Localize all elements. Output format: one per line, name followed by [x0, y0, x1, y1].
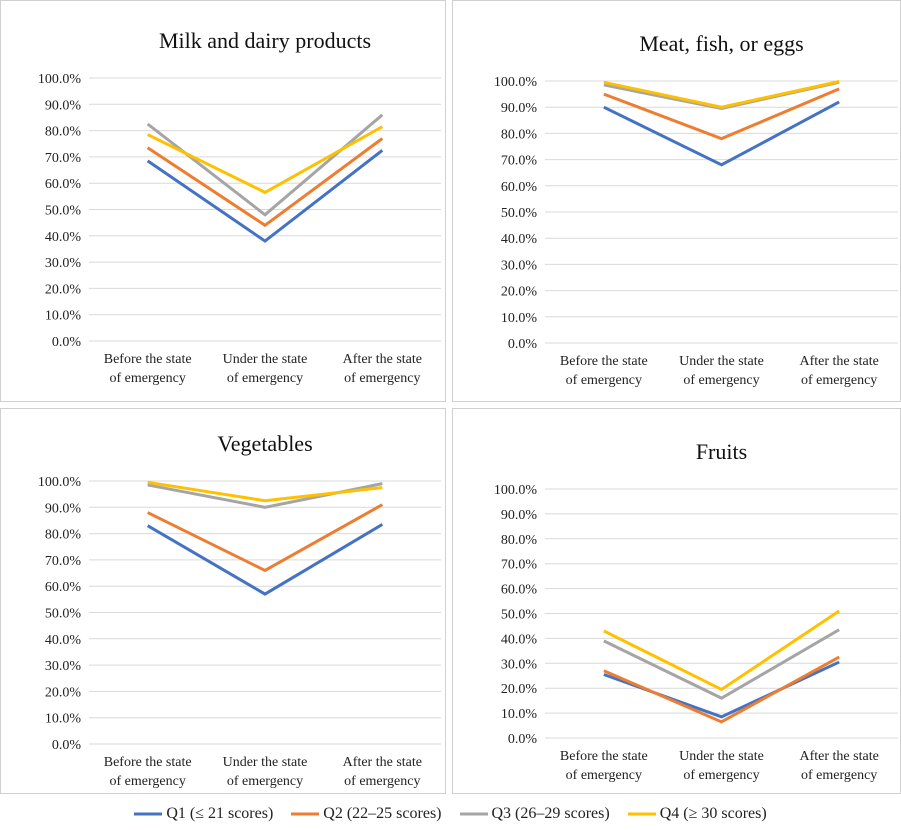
- chart: Vegetables 0.0% 10.0% 20.0% 30.0% 40.0% 50.0% 6…: [38, 431, 441, 753]
- y-tick-label: 30.0%: [45, 659, 82, 674]
- y-tick-label: 60.0%: [45, 580, 82, 595]
- chart: Meat, fish, or eggs 0.0% 10.0% 20.0% 30.0% 40…: [494, 31, 898, 352]
- y-tick-label: 40.0%: [45, 633, 82, 648]
- legend-entry: Q3 (26–29 scores): [459, 805, 610, 823]
- x-tick-label: Under the state of emergency: [222, 755, 308, 789]
- x-tick-label: Under the state of emergency: [679, 749, 764, 783]
- series-line: [603, 628, 840, 700]
- series-line: [146, 523, 384, 596]
- y-tick-label: 80.0%: [45, 528, 82, 543]
- y-tick-label: 70.0%: [45, 151, 82, 166]
- chart-panel: Milk and dairy products 0.0% 10.0% 20.0% 30.…: [0, 0, 446, 402]
- y-tick-label: 60.0%: [501, 583, 538, 598]
- chart-title: Milk and dairy products: [159, 28, 371, 53]
- series-line: [603, 609, 840, 692]
- chart-panel: Meat, fish, or eggs 0.0% 10.0% 20.0% 30.0% 40…: [452, 0, 901, 402]
- legend-label: Q2 (22–25 scores): [323, 805, 442, 822]
- y-tick-label: 30.0%: [501, 258, 538, 273]
- y-tick-label: 60.0%: [45, 177, 82, 192]
- y-tick-label: 100.0%: [494, 75, 538, 90]
- legend-swatch: [459, 812, 488, 816]
- x-tick-label: After the state of emergency: [799, 749, 879, 783]
- y-tick-label: 50.0%: [501, 608, 538, 623]
- y-tick-label: 30.0%: [501, 657, 538, 672]
- y-tick-label: 100.0%: [38, 72, 82, 87]
- chart: Milk and dairy products 0.0% 10.0% 20.0% 30.…: [38, 28, 441, 350]
- x-tick-label: Before the state of emergency: [103, 755, 192, 789]
- series-line: [147, 480, 383, 503]
- legend-label: Q3 (26–29 scores): [491, 805, 610, 822]
- y-tick-label: 10.0%: [501, 311, 538, 326]
- y-tick-label: 90.0%: [501, 508, 538, 523]
- legend: Q1 (≤ 21 scores) Q2 (22–25 scores) Q3 (26–…: [0, 800, 901, 828]
- legend-entry: Q2 (22–25 scores): [291, 805, 442, 823]
- legend-swatch: [291, 812, 320, 816]
- y-tick-label: 80.0%: [501, 533, 538, 548]
- y-tick-label: 70.0%: [501, 558, 538, 573]
- y-tick-label: 50.0%: [501, 206, 538, 221]
- x-tick-label: Under the state of emergency: [222, 352, 308, 386]
- legend-entry: Q1 (≤ 21 scores): [134, 805, 273, 823]
- y-tick-label: 80.0%: [45, 125, 82, 140]
- legend-label: Q1 (≤ 21 scores): [166, 805, 274, 822]
- y-tick-label: 10.0%: [501, 707, 538, 722]
- legend-swatch: [134, 812, 163, 816]
- y-tick-label: 60.0%: [501, 180, 538, 195]
- chart-panel: Fruits 0.0% 10.0% 20.0% 30.0% 40.0% 50.0% 60.0%…: [452, 408, 901, 794]
- x-tick-label: Before the state of emergency: [559, 749, 648, 783]
- y-tick-label: 40.0%: [501, 632, 538, 647]
- chart-title: Meat, fish, or eggs: [639, 31, 803, 56]
- y-tick-label: 0.0%: [52, 738, 82, 753]
- y-tick-label: 90.0%: [45, 98, 82, 113]
- series-line: [146, 149, 384, 243]
- x-tick-label: After the state of emergency: [342, 755, 422, 789]
- y-tick-label: 20.0%: [45, 685, 82, 700]
- y-tick-label: 50.0%: [45, 607, 82, 622]
- y-tick-label: 40.0%: [501, 232, 538, 247]
- y-tick-label: 70.0%: [501, 154, 538, 169]
- y-tick-label: 0.0%: [52, 335, 82, 350]
- y-tick-label: 10.0%: [45, 309, 82, 324]
- y-tick-label: 20.0%: [501, 285, 538, 300]
- series-line: [603, 100, 840, 167]
- series-line: [146, 137, 384, 228]
- chart-panel: Vegetables 0.0% 10.0% 20.0% 30.0% 40.0% 50.0% 6…: [0, 408, 446, 794]
- x-tick-label: After the state of emergency: [342, 352, 422, 386]
- series-line: [603, 87, 840, 141]
- y-tick-label: 50.0%: [45, 204, 82, 219]
- x-tick-label: After the state of emergency: [799, 354, 879, 388]
- series-line: [147, 125, 384, 195]
- y-tick-label: 100.0%: [38, 475, 82, 490]
- y-tick-label: 90.0%: [45, 501, 82, 516]
- y-tick-label: 90.0%: [501, 101, 538, 116]
- y-tick-label: 80.0%: [501, 127, 538, 142]
- x-tick-label: Before the state of emergency: [559, 354, 648, 388]
- y-tick-label: 0.0%: [508, 732, 538, 747]
- series-line: [147, 503, 384, 573]
- chart: Fruits 0.0% 10.0% 20.0% 30.0% 40.0% 50.0% 60.0%…: [494, 439, 898, 747]
- y-tick-label: 30.0%: [45, 256, 82, 271]
- y-tick-label: 20.0%: [501, 682, 538, 697]
- legend-entry: Q4 (≥ 30 scores): [627, 805, 767, 823]
- y-tick-label: 40.0%: [45, 230, 82, 245]
- y-tick-label: 0.0%: [508, 337, 538, 352]
- y-tick-label: 10.0%: [45, 712, 82, 727]
- y-tick-label: 70.0%: [45, 554, 82, 569]
- chart-title: Fruits: [696, 439, 747, 464]
- series-line: [603, 655, 840, 724]
- chart-title: Vegetables: [217, 431, 312, 456]
- x-tick-label: Before the state of emergency: [103, 352, 192, 386]
- legend-label: Q4 (≥ 30 scores): [659, 805, 767, 822]
- y-tick-label: 20.0%: [45, 282, 82, 297]
- series-line: [603, 80, 840, 109]
- legend-swatch: [627, 812, 656, 816]
- y-tick-label: 100.0%: [494, 483, 538, 498]
- x-tick-label: Under the state of emergency: [679, 354, 764, 388]
